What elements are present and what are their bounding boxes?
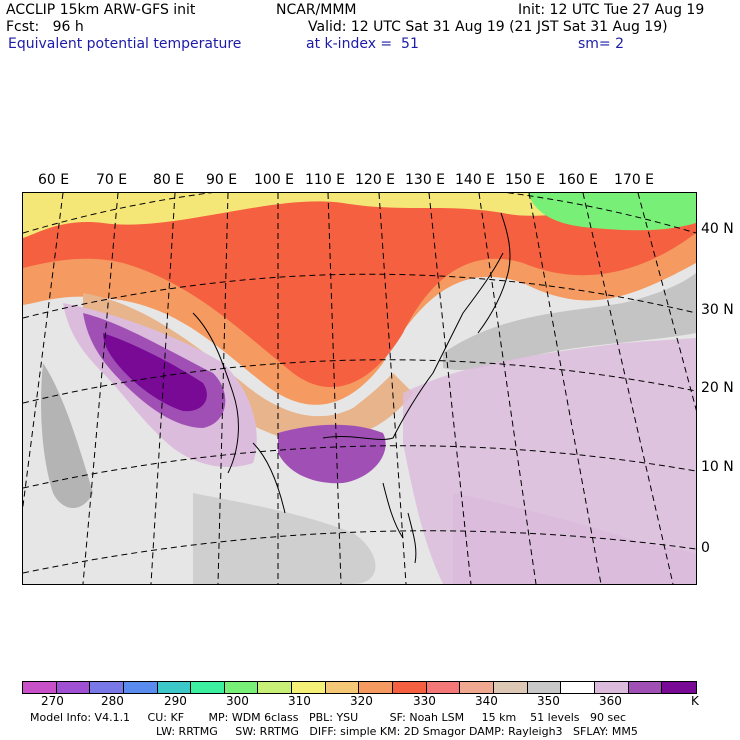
smoothing-label: sm= 2 (578, 36, 625, 52)
colorbar-tick-330: 330 (413, 694, 436, 708)
lat-label-20n: 20 N (701, 380, 734, 396)
colorbar-swatch (157, 682, 192, 693)
colorbar-tick-350: 350 (537, 694, 560, 708)
colorbar-swatch (662, 682, 696, 693)
colorbar-swatch (359, 682, 394, 693)
colorbar-swatch (224, 682, 259, 693)
philippines-coast (382, 482, 417, 564)
gray-patch-india (41, 363, 93, 508)
colorbar-swatch (23, 682, 57, 693)
init-time: Init: 12 UTC Tue 27 Aug 19 (518, 2, 705, 18)
purple-scs (278, 424, 386, 484)
lat-label-30n: 30 N (701, 302, 734, 318)
colorbar-swatch (594, 682, 629, 693)
colorbar-swatch (460, 682, 494, 693)
colorbar-swatch (90, 682, 124, 693)
physics-info-line: LW: RRTMG SW: RRTMG DIFF: simple KM: 2D … (156, 725, 638, 738)
gray-patch-sea (193, 493, 376, 584)
institution-label: NCAR/MMM (276, 2, 357, 18)
yellow-band (23, 193, 696, 238)
colorbar-swatch (527, 682, 562, 693)
lon-label-100e: 100 E (254, 172, 295, 188)
colorbar-swatch (56, 682, 91, 693)
colorbar-swatch (393, 682, 427, 693)
lon-label-150e: 150 E (505, 172, 546, 188)
model-info-line: Model Info: V4.1.1 CU: KF MP: WDM 6class… (30, 711, 627, 724)
colorbar-swatch (628, 682, 663, 693)
colorbar-unit: K (691, 694, 699, 708)
tan-zone (83, 293, 413, 443)
k-index-label: at k-index = 51 (306, 36, 419, 52)
coastline (192, 252, 504, 514)
purple-india-core (103, 333, 207, 412)
colorbar-tick-360: 360 (599, 694, 622, 708)
colorbar-tick-270: 270 (41, 694, 64, 708)
lat-label-40n: 40 N (701, 221, 734, 237)
lon-label-160e: 160 E (558, 172, 599, 188)
forecast-hour: Fcst: 96 h (6, 19, 84, 35)
lon-label-120e: 120 E (355, 172, 396, 188)
lat-label-10n: 10 N (701, 459, 734, 475)
colorbar-swatch (191, 682, 225, 693)
colorbar-tick-290: 290 (164, 694, 187, 708)
lon-label-130e: 130 E (405, 172, 446, 188)
colorbar-swatch (325, 682, 360, 693)
lon-label-140e: 140 E (455, 172, 496, 188)
japan-coast (477, 212, 511, 334)
colorbar-tick-280: 280 (101, 694, 124, 708)
colorbar (22, 681, 697, 694)
hot-band (23, 193, 696, 388)
theta-e-map (22, 192, 697, 585)
model-title: ACCLIP 15km ARW-GFS init (6, 2, 196, 18)
valid-time: Valid: 12 UTC Sat 31 Aug 19 (21 JST Sat … (308, 19, 668, 35)
lon-label-170e: 170 E (614, 172, 655, 188)
graticule (23, 193, 696, 584)
colorbar-tick-300: 300 (226, 694, 249, 708)
lon-label-70e: 70 E (96, 172, 128, 188)
colorbar-tick-340: 340 (475, 694, 498, 708)
gray-ocean-band (443, 273, 696, 370)
colorbar-tick-310: 310 (288, 694, 311, 708)
colorbar-swatch (292, 682, 326, 693)
colorbar-swatch (123, 682, 158, 693)
lon-label-110e: 110 E (305, 172, 346, 188)
lavender-south (453, 493, 696, 584)
lat-label-0: 0 (701, 540, 710, 556)
lon-label-60e: 60 E (38, 172, 70, 188)
colorbar-swatch (561, 682, 595, 693)
lon-label-90e: 90 E (206, 172, 238, 188)
colorbar-tick-320: 320 (350, 694, 373, 708)
lon-label-80e: 80 E (153, 172, 185, 188)
colorbar-swatch (258, 682, 293, 693)
colorbar-swatch (426, 682, 461, 693)
colorbar-swatch (493, 682, 528, 693)
field-name: Equivalent potential temperature (8, 36, 242, 52)
